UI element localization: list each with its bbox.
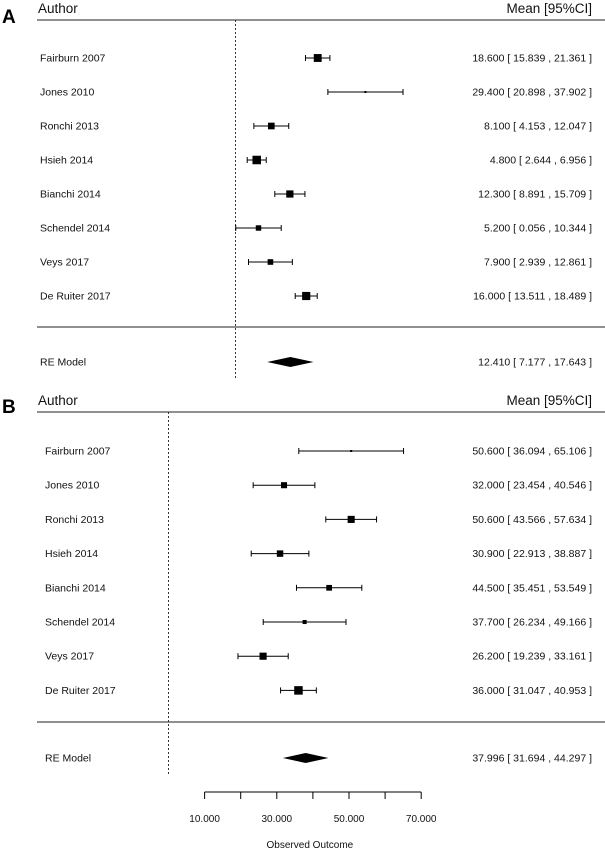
point-estimate-marker bbox=[350, 450, 353, 452]
study-label: Ronchi 2013 bbox=[40, 121, 99, 133]
study-estimate-text: 5.200 [ 0.056 , 10.344 ] bbox=[484, 223, 592, 235]
study-estimate-text: 50.600 [ 36.094 , 65.106 ] bbox=[472, 446, 592, 458]
study-estimate-text: 29.400 [ 20.898 , 37.902 ] bbox=[472, 87, 592, 99]
header-mean-ci: Mean [95%CI] bbox=[506, 1, 592, 16]
x-tick-label: 70.000 bbox=[406, 814, 437, 825]
point-estimate-marker bbox=[302, 291, 311, 301]
study-label: Schendel 2014 bbox=[40, 223, 110, 235]
study-row: Bianchi 2014 44.500 [ 35.451 , 53.549 ] bbox=[45, 582, 592, 594]
study-row: Schendel 2014 5.200 [ 0.056 , 10.344 ] bbox=[40, 223, 592, 235]
study-row: Jones 2010 32.000 [ 23.454 , 40.546 ] bbox=[45, 480, 592, 492]
point-estimate-marker bbox=[259, 652, 267, 660]
study-row: Ronchi 2013 8.100 [ 4.153 , 12.047 ] bbox=[40, 121, 592, 133]
study-row: Veys 2017 7.900 [ 2.939 , 12.861 ] bbox=[40, 257, 592, 269]
study-estimate-text: 30.900 [ 22.913 , 38.887 ] bbox=[472, 548, 592, 560]
study-estimate-text: 26.200 [ 19.239 , 33.161 ] bbox=[472, 651, 592, 663]
point-estimate-marker bbox=[313, 54, 322, 62]
x-axis-title: Observed Outcome bbox=[267, 840, 354, 850]
summary-label: RE Model bbox=[40, 357, 86, 369]
summary-estimate-text: 37.996 [ 31.694 , 44.297 ] bbox=[472, 753, 592, 765]
study-estimate-text: 50.600 [ 43.566 , 57.634 ] bbox=[472, 514, 592, 526]
forest-plot-panel-b: B Author Mean [95%CI] Fairburn 2007 50.600 [… bbox=[2, 393, 605, 850]
point-estimate-marker bbox=[302, 619, 307, 625]
study-estimate-text: 7.900 [ 2.939 , 12.861 ] bbox=[484, 257, 592, 269]
summary-diamond bbox=[267, 357, 314, 367]
x-tick-label: 50.000 bbox=[334, 814, 365, 825]
point-estimate-marker bbox=[255, 225, 262, 231]
study-estimate-text: 8.100 [ 4.153 , 12.047 ] bbox=[484, 121, 592, 133]
study-row: Hsieh 2014 4.800 [ 2.644 , 6.956 ] bbox=[40, 155, 592, 167]
header-author: Author bbox=[38, 1, 78, 16]
panel-label: B bbox=[2, 397, 16, 418]
summary-estimate-text: 12.410 [ 7.177 , 17.643 ] bbox=[478, 357, 592, 369]
study-row: Jones 2010 29.400 [ 20.898 , 37.902 ] bbox=[40, 87, 592, 99]
study-row: De Ruiter 2017 16.000 [ 13.511 , 18.489 ] bbox=[40, 291, 592, 303]
study-estimate-text: 44.500 [ 35.451 , 53.549 ] bbox=[472, 582, 592, 594]
study-estimate-text: 12.300 [ 8.891 , 15.709 ] bbox=[478, 189, 592, 201]
study-estimate-text: 4.800 [ 2.644 , 6.956 ] bbox=[490, 155, 592, 167]
study-estimate-text: 32.000 [ 23.454 , 40.546 ] bbox=[472, 480, 592, 492]
study-row: Fairburn 2007 18.600 [ 15.839 , 21.361 ] bbox=[40, 53, 592, 65]
study-label: De Ruiter 2017 bbox=[45, 685, 116, 697]
study-row: Fairburn 2007 50.600 [ 36.094 , 65.106 ] bbox=[45, 446, 592, 458]
header-author: Author bbox=[38, 393, 78, 408]
study-label: Bianchi 2014 bbox=[45, 582, 106, 594]
point-estimate-marker bbox=[267, 259, 274, 265]
study-estimate-text: 18.600 [ 15.839 , 21.361 ] bbox=[472, 53, 592, 65]
point-estimate-marker bbox=[267, 122, 275, 130]
study-row: Ronchi 2013 50.600 [ 43.566 , 57.634 ] bbox=[45, 514, 592, 526]
summary-label: RE Model bbox=[45, 753, 91, 765]
study-estimate-text: 36.000 [ 31.047 , 40.953 ] bbox=[472, 685, 592, 697]
x-tick-label: 30.000 bbox=[262, 814, 293, 825]
study-estimate-text: 37.700 [ 26.234 , 49.166 ] bbox=[472, 617, 592, 629]
summary-diamond bbox=[282, 753, 329, 763]
study-row: De Ruiter 2017 36.000 [ 31.047 , 40.953 ] bbox=[45, 685, 592, 697]
study-label: Fairburn 2007 bbox=[45, 446, 111, 458]
study-label: Ronchi 2013 bbox=[45, 514, 104, 526]
point-estimate-marker bbox=[347, 515, 355, 523]
study-label: Bianchi 2014 bbox=[40, 189, 101, 201]
study-row: Schendel 2014 37.700 [ 26.234 , 49.166 ] bbox=[45, 617, 592, 629]
forest-plot-panel-a: A Author Mean [95%CI] Fairburn 2007 18.600 [… bbox=[2, 1, 605, 378]
point-estimate-marker bbox=[280, 482, 288, 489]
point-estimate-marker bbox=[326, 584, 333, 591]
point-estimate-marker bbox=[252, 155, 261, 165]
study-label: Veys 2017 bbox=[40, 257, 89, 269]
study-label: Jones 2010 bbox=[45, 480, 99, 492]
panel-label: A bbox=[2, 7, 16, 28]
study-label: De Ruiter 2017 bbox=[40, 291, 111, 303]
x-axis: 10.000 30.000 50.000 70.000 Observed Outcome bbox=[189, 791, 437, 850]
study-row: Hsieh 2014 30.900 [ 22.913 , 38.887 ] bbox=[45, 548, 592, 560]
study-label: Jones 2010 bbox=[40, 87, 94, 99]
study-estimate-text: 16.000 [ 13.511 , 18.489 ] bbox=[473, 291, 592, 303]
study-label: Veys 2017 bbox=[45, 651, 94, 663]
study-row: Veys 2017 26.200 [ 19.239 , 33.161 ] bbox=[45, 651, 592, 663]
study-label: Fairburn 2007 bbox=[40, 53, 106, 65]
study-label: Hsieh 2014 bbox=[45, 548, 98, 560]
study-label: Schendel 2014 bbox=[45, 617, 115, 629]
header-mean-ci: Mean [95%CI] bbox=[506, 393, 592, 408]
point-estimate-marker bbox=[286, 190, 294, 198]
point-estimate-marker bbox=[294, 686, 303, 695]
study-label: Hsieh 2014 bbox=[40, 155, 93, 167]
x-tick-label: 10.000 bbox=[189, 814, 220, 825]
summary-row: RE Model 12.410 [ 7.177 , 17.643 ] bbox=[40, 357, 592, 369]
point-estimate-marker bbox=[364, 91, 367, 93]
study-row: Bianchi 2014 12.300 [ 8.891 , 15.709 ] bbox=[40, 189, 592, 201]
summary-row: RE Model 37.996 [ 31.694 , 44.297 ] bbox=[45, 753, 592, 765]
point-estimate-marker bbox=[276, 550, 284, 557]
